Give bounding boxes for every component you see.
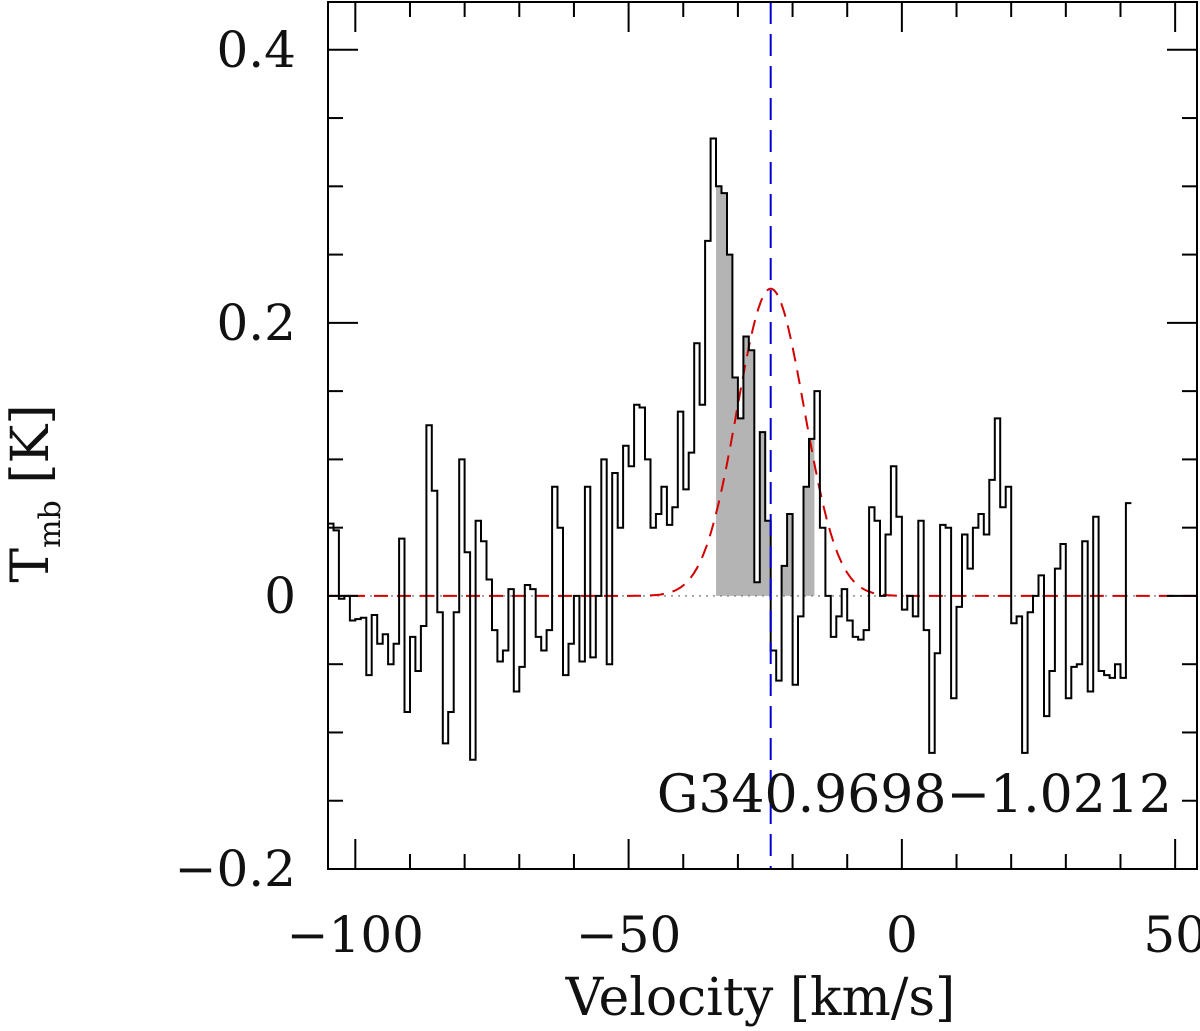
source-name-annotation: G340.9698−1.0212	[657, 765, 1172, 825]
y-tick-label: 0.4	[216, 21, 296, 79]
x-axis-title: Velocity [km/s]	[565, 968, 956, 1028]
plot-frame	[327, 1, 1198, 870]
integrated-area-fill	[716, 186, 815, 596]
y-tick-labels: −0.2 0 0.2 0.4	[175, 21, 296, 898]
y-tick-label: 0.2	[216, 294, 296, 352]
y-tick-label: −0.2	[175, 840, 296, 898]
x-tick-label: −100	[287, 906, 424, 964]
integrated-area	[716, 186, 815, 596]
gaussian-fit	[328, 287, 1197, 597]
spectrum-line	[328, 137, 1132, 761]
spectrum-series	[328, 137, 1132, 761]
x-tick-label: 50	[1143, 906, 1200, 964]
x-tick-label: −50	[576, 906, 682, 964]
y-axis-title: Tmb [K]	[1, 404, 68, 582]
y-axis-title-subscript: mb	[33, 500, 68, 548]
gaussian-fit-curve	[328, 287, 1197, 597]
x-tick-labels: −100 −50 0 50	[287, 906, 1200, 964]
axis-ticks	[328, 2, 1197, 870]
y-axis-title-unit: [K]	[1, 404, 61, 500]
y-tick-label: 0	[264, 567, 296, 625]
y-axis-title-main: T	[1, 548, 61, 583]
x-tick-label: 0	[886, 906, 918, 964]
